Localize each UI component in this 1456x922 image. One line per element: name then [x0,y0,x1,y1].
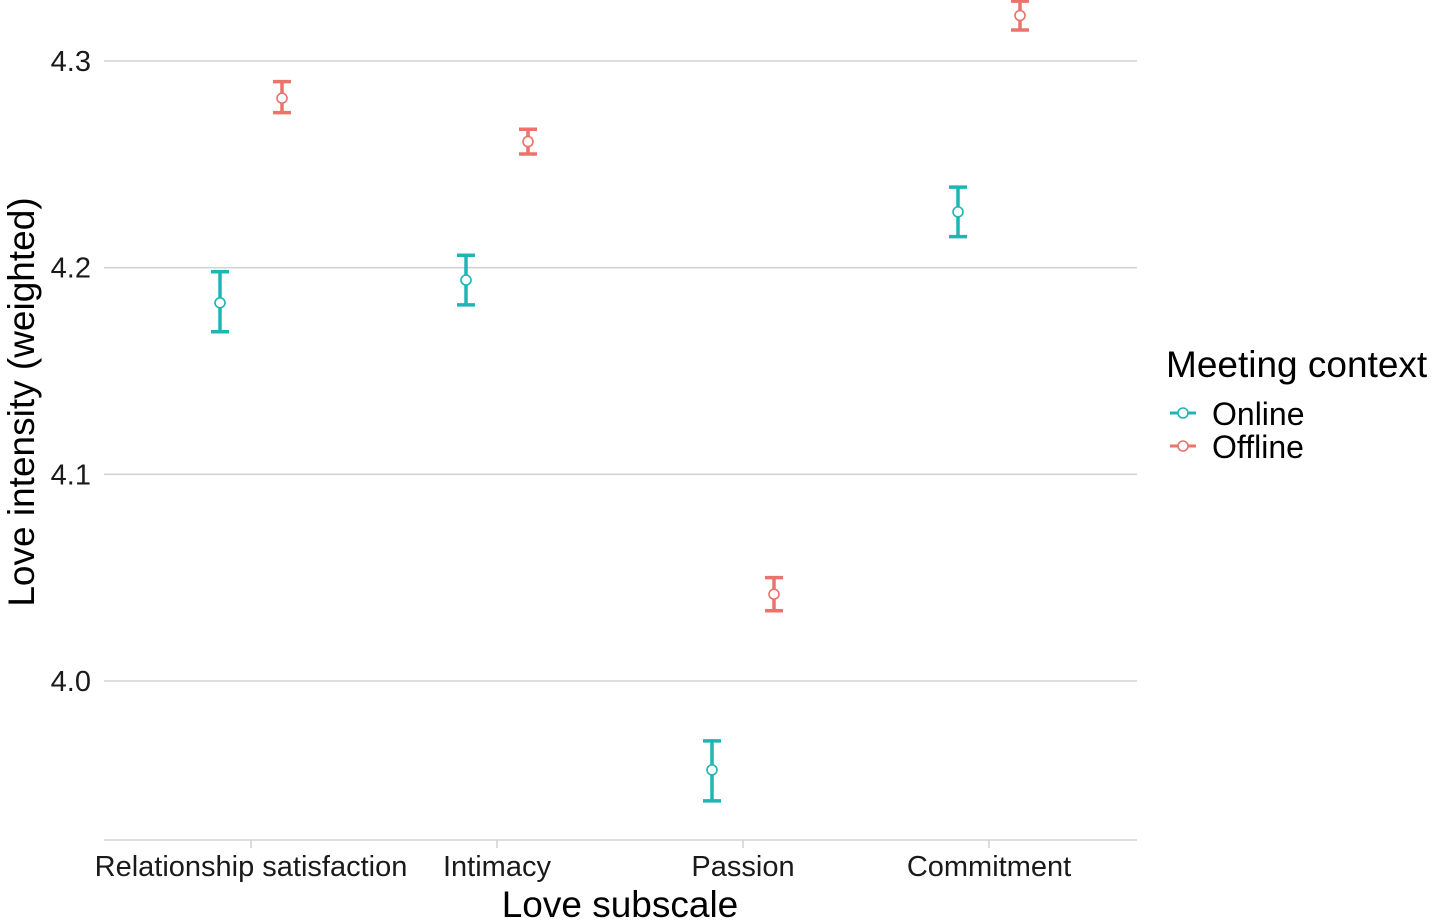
y-tick-labels: 4.0 4.1 4.2 4.3 [51,46,91,698]
series-online [211,185,967,803]
y-axis-title: Love intensity (weighted) [1,197,42,606]
data-point [276,92,288,104]
data-point [768,588,780,601]
legend-label: Offline [1212,429,1304,465]
data-point [522,135,534,148]
legend-title: Meeting context [1166,344,1428,385]
legend-label: Online [1212,396,1305,432]
y-tick-label: 4.2 [51,253,91,285]
legend-key-point [1177,407,1189,419]
y-tick-label: 4.3 [51,46,91,78]
legend-key-point [1177,440,1189,452]
x-tick-labels: Relationship satisfaction Intimacy Passion… [95,840,1071,883]
x-axis-title: Love subscale [502,884,739,922]
y-tick-label: 4.0 [51,666,91,698]
data-point [460,274,472,286]
gridlines [104,60,1137,682]
x-tick-label: Commitment [907,851,1071,883]
data-point [952,206,964,218]
y-tick-label: 4.1 [51,459,91,491]
x-tick-label: Relationship satisfaction [95,851,408,883]
x-tick-label: Passion [691,851,794,883]
data-point [214,296,226,309]
data-point [1014,9,1026,22]
series-offline [273,0,1029,613]
data-marks [211,0,1029,803]
data-point [706,764,718,776]
x-tick-label: Intimacy [443,851,551,883]
